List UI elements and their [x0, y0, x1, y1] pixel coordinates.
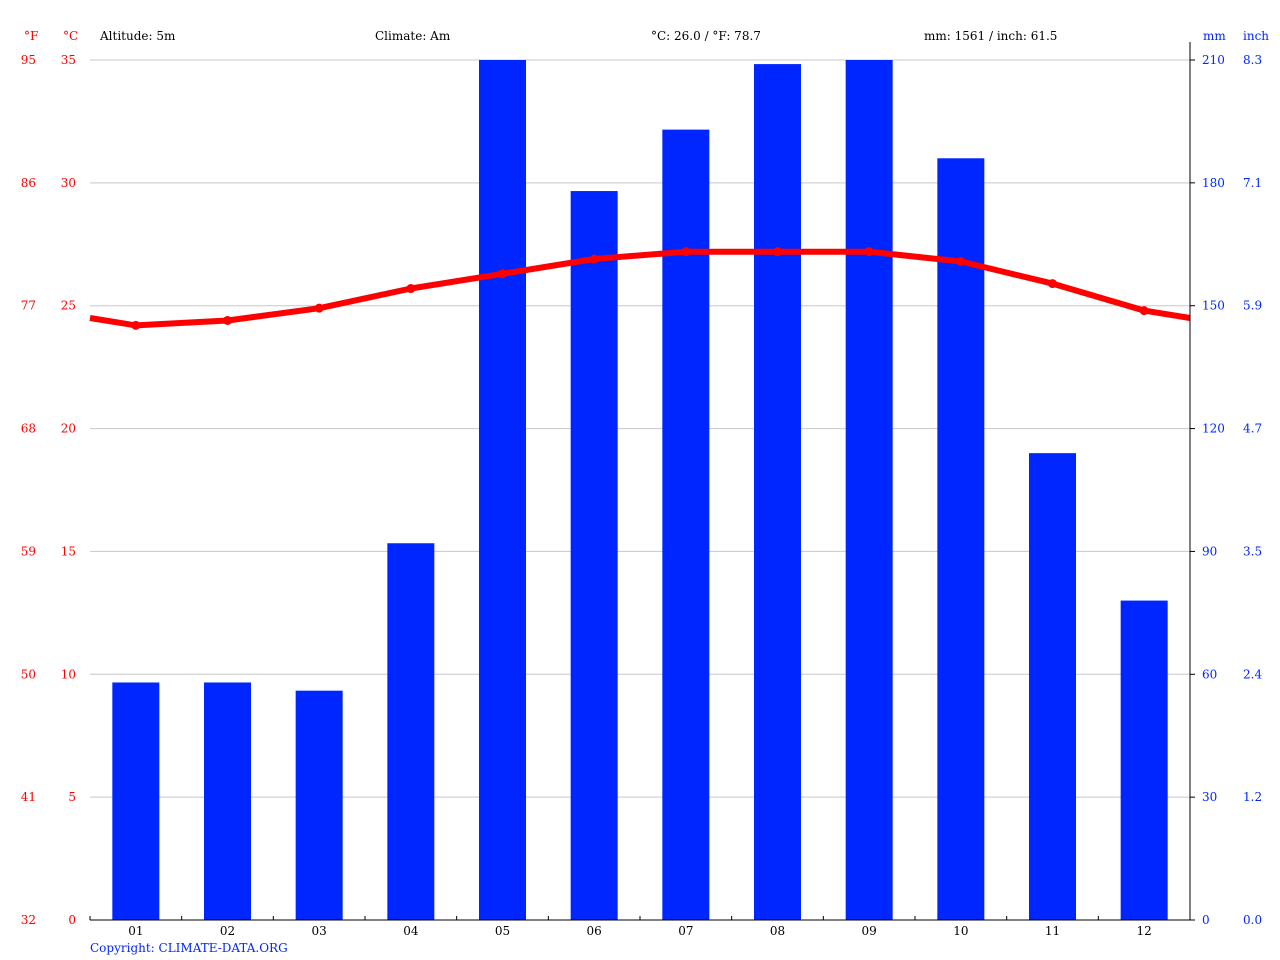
- temperature-line-path: [89, 248, 1191, 329]
- celsius-tick-label: 20: [61, 422, 76, 436]
- mm-tick-label: 30: [1202, 790, 1217, 804]
- inch-tick-label: 3.5: [1243, 544, 1262, 558]
- celsius-tick-label: 25: [61, 299, 76, 313]
- fahrenheit-tick-label: 68: [21, 422, 36, 436]
- month-label-02: 02: [220, 924, 235, 938]
- celsius-tick-label: 35: [61, 53, 76, 67]
- temperature-average-label: °C: 26.0 / °F: 78.7: [651, 29, 761, 43]
- inch-tick-label: 2.4: [1243, 667, 1262, 681]
- unit-inch-label: inch: [1243, 29, 1269, 43]
- precipitation-bar-12: [1120, 600, 1168, 920]
- temperature-point-08: [773, 247, 782, 257]
- celsius-tick-label: 0: [68, 913, 76, 927]
- copyright-link[interactable]: Copyright: CLIMATE-DATA.ORG: [90, 941, 288, 955]
- mm-tick-label: 0: [1202, 913, 1210, 927]
- fahrenheit-tick-label: 86: [21, 176, 36, 190]
- unit-mm-label: mm: [1203, 29, 1226, 43]
- temperature-line: [89, 247, 1191, 330]
- temperature-point-12: [1139, 306, 1149, 316]
- inch-tick-label: 4.7: [1243, 422, 1262, 436]
- fahrenheit-tick-label: 95: [21, 53, 36, 67]
- precipitation-bar-07: [662, 129, 710, 921]
- month-label-08: 08: [770, 924, 785, 938]
- precipitation-bar-03: [295, 690, 343, 920]
- month-label-04: 04: [403, 924, 419, 938]
- temperature-point-04: [406, 284, 416, 294]
- unit-f-label: °F: [24, 29, 38, 43]
- climate-label: Climate: Am: [375, 29, 451, 43]
- precipitation-bar-09: [845, 60, 893, 920]
- precipitation-bar-08: [754, 64, 801, 921]
- month-label-01: 01: [128, 924, 143, 938]
- tick-labels: 01 02 03 04 05 06 07 08 09 10 11 12 32 0 0 0.0 41 5 30 1.2 5…: [21, 53, 1263, 938]
- precipitation-bar-06: [570, 191, 618, 921]
- fahrenheit-tick-label: 50: [21, 667, 36, 681]
- mm-tick-label: 60: [1202, 667, 1217, 681]
- inch-tick-label: 5.9: [1243, 299, 1262, 313]
- precipitation-bars: [112, 60, 1168, 921]
- mm-tick-label: 210: [1202, 53, 1225, 67]
- precipitation-bar-05: [479, 60, 526, 920]
- celsius-tick-label: 30: [61, 176, 76, 190]
- precipitation-bar-02: [204, 682, 251, 920]
- month-label-07: 07: [678, 924, 693, 938]
- celsius-tick-label: 10: [61, 667, 76, 681]
- month-label-10: 10: [953, 924, 968, 938]
- temperature-point-09: [864, 247, 874, 257]
- celsius-tick-label: 15: [61, 544, 76, 558]
- temperature-point-05: [498, 269, 507, 279]
- fahrenheit-tick-label: 77: [21, 299, 36, 313]
- month-label-03: 03: [312, 924, 327, 938]
- celsius-tick-label: 5: [68, 790, 76, 804]
- inch-tick-label: 8.3: [1243, 53, 1262, 67]
- temperature-point-06: [589, 254, 599, 264]
- fahrenheit-tick-label: 32: [21, 913, 36, 927]
- mm-tick-label: 90: [1202, 544, 1217, 558]
- month-label-06: 06: [587, 924, 602, 938]
- mm-tick-label: 150: [1202, 299, 1225, 313]
- month-label-05: 05: [495, 924, 510, 938]
- month-label-09: 09: [862, 924, 877, 938]
- temperature-point-03: [314, 303, 324, 313]
- precipitation-bar-01: [112, 682, 160, 920]
- fahrenheit-tick-label: 59: [21, 544, 36, 558]
- precipitation-bar-10: [937, 158, 985, 921]
- precipitation-total-label: mm: 1561 / inch: 61.5: [924, 29, 1057, 43]
- inch-tick-label: 0.0: [1243, 913, 1262, 927]
- unit-c-label: °C: [63, 29, 78, 43]
- altitude-label: Altitude: 5m: [99, 29, 176, 43]
- header: °F °C Altitude: 5m Climate: Am °C: 26.0 …: [24, 29, 1269, 43]
- temperature-point-11: [1048, 279, 1057, 289]
- precipitation-bar-04: [387, 543, 435, 920]
- temperature-point-02: [223, 315, 232, 325]
- temperature-point-01: [131, 320, 141, 330]
- month-label-11: 11: [1045, 924, 1060, 938]
- mm-tick-label: 180: [1202, 176, 1225, 190]
- inch-tick-label: 7.1: [1243, 176, 1262, 190]
- temperature-point-10: [956, 256, 966, 266]
- mm-tick-label: 120: [1202, 422, 1225, 436]
- month-label-12: 12: [1137, 924, 1152, 938]
- inch-tick-label: 1.2: [1243, 790, 1262, 804]
- grid-lines: [90, 59, 1190, 798]
- precipitation-bar-11: [1029, 453, 1076, 920]
- fahrenheit-tick-label: 41: [21, 790, 36, 804]
- temperature-point-07: [681, 247, 691, 257]
- axes: [89, 42, 1195, 921]
